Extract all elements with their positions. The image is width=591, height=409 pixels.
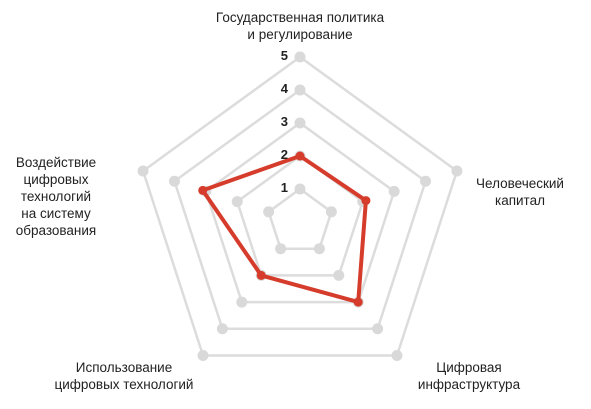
grid-vertex-5-3 xyxy=(197,349,209,361)
axis-label-1-line-0: Человеческий xyxy=(476,176,564,191)
grid-vertex-5-0 xyxy=(294,51,306,63)
grid-vertex-3-3 xyxy=(236,296,248,308)
axis-label-2-line-0: Цифровая xyxy=(436,360,502,375)
grid-vertex-1-3 xyxy=(275,243,287,255)
grid-ring-3 xyxy=(204,121,396,304)
data-point-1 xyxy=(361,196,371,206)
data-point-0 xyxy=(295,151,305,161)
grid-vertex-4-1 xyxy=(420,175,432,187)
axis-label-4-line-0: Воздействие xyxy=(16,155,96,170)
grid-layer xyxy=(137,51,463,361)
grid-ring-2 xyxy=(235,154,365,277)
grid-vertex-2-4 xyxy=(231,196,243,208)
axis-label-4-line-1: цифровых xyxy=(23,172,88,187)
axis-label-0: Государственная политика и регулирование xyxy=(216,10,385,42)
axis-label-3-line-0: Использование xyxy=(76,360,172,375)
tick-label-2: 2 xyxy=(281,147,288,162)
grid-vertex-5-2 xyxy=(391,349,403,361)
axis-labels: Государственная политика и регулирование Ч… xyxy=(16,10,564,392)
tick-label-4: 4 xyxy=(281,81,289,96)
grid-vertex-3-1 xyxy=(388,185,400,197)
axis-label-1-line-1: капитал xyxy=(495,193,545,208)
data-point-3 xyxy=(256,270,266,280)
grid-vertex-4-2 xyxy=(372,323,384,335)
axis-label-3: Использование цифровых технологий xyxy=(55,360,194,392)
series-layer xyxy=(198,151,371,307)
grid-vertex-1-4 xyxy=(263,206,275,218)
axis-label-4: Воздействие цифровых технологий на систему о… xyxy=(16,155,97,238)
axis-label-4-line-4: образования xyxy=(16,223,97,238)
grid-vertex-1-1 xyxy=(325,206,337,218)
grid-vertex-3-0 xyxy=(294,117,306,129)
grid-vertex-5-4 xyxy=(137,165,149,177)
axis-label-0-line-0: Государственная политика xyxy=(216,10,385,25)
grid-vertex-4-4 xyxy=(168,175,180,187)
data-point-2 xyxy=(353,297,363,307)
grid-ring-1 xyxy=(267,187,333,250)
data-point-4 xyxy=(198,185,208,195)
tick-label-1: 1 xyxy=(281,180,288,195)
axis-label-1: Человеческий капитал xyxy=(476,176,564,208)
tick-label-3: 3 xyxy=(281,114,288,129)
axis-label-4-line-3: на систему xyxy=(21,206,91,221)
grid-vertex-4-3 xyxy=(216,323,228,335)
axis-label-4-line-2: технологий xyxy=(21,189,91,204)
axis-label-0-line-1: и регулирование xyxy=(247,27,352,42)
grid-vertex-1-2 xyxy=(313,243,325,255)
tick-label-5: 5 xyxy=(281,48,288,63)
axis-label-3-line-1: цифровых технологий xyxy=(55,377,194,392)
grid-vertex-1-0 xyxy=(294,183,306,195)
axis-label-2-line-1: инфраструктура xyxy=(418,377,521,392)
grid-ring-5 xyxy=(141,55,459,357)
axis-label-2: Цифровая инфраструктура xyxy=(418,360,521,392)
grid-vertex-5-1 xyxy=(451,165,463,177)
grid-vertex-4-0 xyxy=(294,84,306,96)
grid-ring-4 xyxy=(173,88,427,331)
series-line-0 xyxy=(200,154,368,305)
tick-labels: 1 2 3 4 5 xyxy=(281,48,289,195)
grid-vertex-2-2 xyxy=(333,269,345,281)
